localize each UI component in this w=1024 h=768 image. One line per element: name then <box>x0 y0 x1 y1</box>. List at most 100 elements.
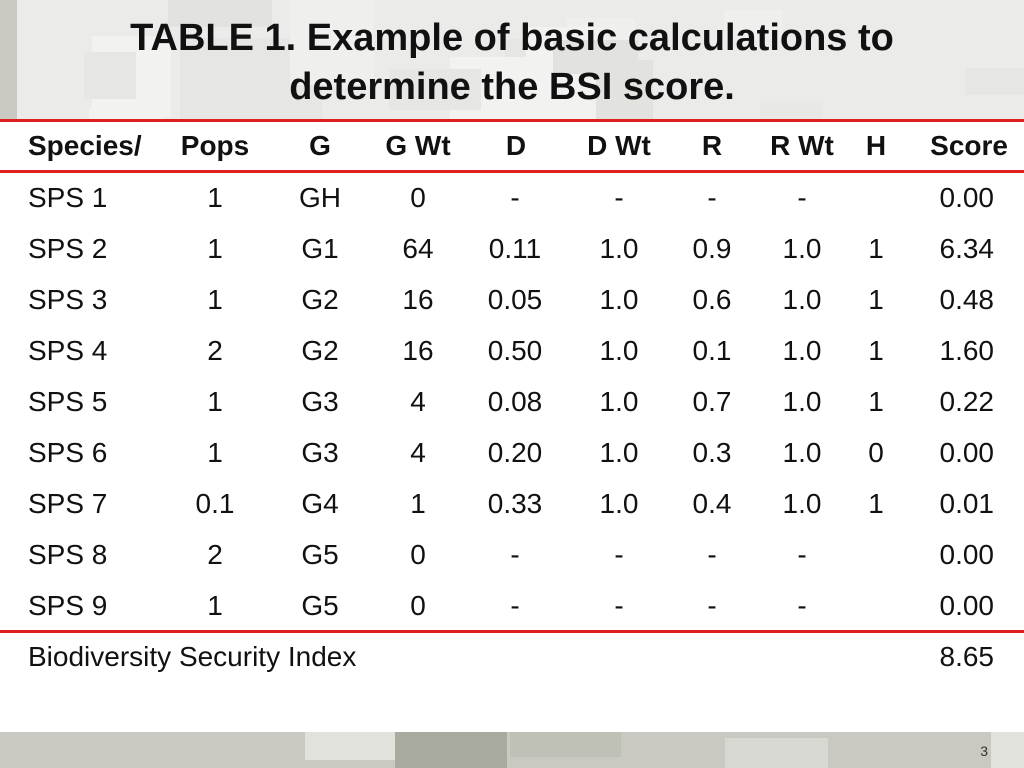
cell-g-wt: 64 <box>402 233 434 264</box>
cell-pops: 1 <box>207 590 223 621</box>
header-d: D <box>505 130 527 161</box>
cell-r-wt: 1.0 <box>782 284 822 315</box>
cell-r: - <box>707 590 717 621</box>
cell-g-wt: 0 <box>410 182 426 213</box>
cell-r-wt: 1.0 <box>782 233 822 264</box>
cell-pops: 1 <box>207 233 223 264</box>
cell-h: 1 <box>868 284 884 315</box>
table-row: SPS 8 2 G5 0 - - - - 0.00 <box>0 529 1024 580</box>
cell-score: 0.00 <box>939 590 995 621</box>
cell-d-wt: 1.0 <box>599 437 639 468</box>
cell-species: SPS 3 <box>28 284 108 315</box>
header-score: Score <box>930 130 1008 161</box>
title-line-1: TABLE 1. Example of basic calculations t… <box>130 17 894 59</box>
header-g-wt: G Wt <box>385 130 451 161</box>
cell-species: SPS 2 <box>28 233 108 264</box>
cell-r-wt: 1.0 <box>782 488 822 519</box>
cell-g-wt: 16 <box>402 284 434 315</box>
cell-d-wt: - <box>614 182 624 213</box>
bsi-label: Biodiversity Security Index <box>28 641 357 672</box>
cell-g-wt: 0 <box>410 539 426 570</box>
cell-r: 0.4 <box>692 488 732 519</box>
cell-species: SPS 6 <box>28 437 108 468</box>
cell-r-wt: - <box>797 182 807 213</box>
title-line-2: determine the BSI score. <box>289 66 735 108</box>
cell-species: SPS 7 <box>28 488 108 519</box>
cell-d-wt: - <box>614 590 624 621</box>
cell-score: 0.00 <box>939 539 995 570</box>
cell-h: 1 <box>868 488 884 519</box>
cell-g-wt: 4 <box>410 386 426 417</box>
header-r-wt: R Wt <box>770 130 834 161</box>
cell-d: - <box>510 182 520 213</box>
header-d-wt: D Wt <box>587 130 651 161</box>
cell-score: 0.48 <box>939 284 995 315</box>
cell-d: 0.11 <box>488 233 542 264</box>
cell-pops: 1 <box>207 284 223 315</box>
table-row: SPS 7 0.1 G4 1 0.33 1.0 0.4 1.0 1 0.01 <box>0 478 1024 529</box>
header-h: H <box>865 130 887 161</box>
cell-species: SPS 4 <box>28 335 108 366</box>
cell-r: 0.9 <box>692 233 732 264</box>
cell-d: 0.05 <box>487 284 543 315</box>
cell-score: 0.22 <box>939 386 995 417</box>
cell-pops: 0.1 <box>195 488 235 519</box>
cell-g: G4 <box>301 488 339 519</box>
cell-g: G1 <box>301 233 339 264</box>
camo-patch <box>725 738 828 768</box>
cell-g-wt: 16 <box>402 335 434 366</box>
cell-species: SPS 1 <box>28 182 108 213</box>
table-row: SPS 1 1 GH 0 - - - - 0.00 <box>0 172 1024 223</box>
cell-r-wt: 1.0 <box>782 386 822 417</box>
cell-score: 1.60 <box>939 335 995 366</box>
cell-r: 0.1 <box>692 335 732 366</box>
cell-g: G3 <box>301 437 339 468</box>
cell-g: GH <box>299 182 341 213</box>
cell-r-wt: 1.0 <box>782 335 822 366</box>
table-row: SPS 6 1 G3 4 0.20 1.0 0.3 1.0 0 0.00 <box>0 427 1024 478</box>
cell-h: 1 <box>868 335 884 366</box>
cell-h: 0 <box>868 437 884 468</box>
table-row: SPS 5 1 G3 4 0.08 1.0 0.7 1.0 1 0.22 <box>0 376 1024 427</box>
header-r: R <box>701 130 723 161</box>
cell-d-wt: 1.0 <box>599 284 639 315</box>
cell-d-wt: 1.0 <box>599 233 639 264</box>
cell-r: - <box>707 539 717 570</box>
cell-pops: 2 <box>207 539 223 570</box>
cell-g: G5 <box>301 590 339 621</box>
cell-g: G2 <box>301 335 339 366</box>
cell-d-wt: - <box>614 539 624 570</box>
header-g: G <box>309 130 331 161</box>
cell-r-wt: - <box>797 539 807 570</box>
cell-r-wt: 1.0 <box>782 437 822 468</box>
cell-g: G2 <box>301 284 339 315</box>
cell-species: SPS 9 <box>28 590 108 621</box>
table-header-row: Species/Pops G G Wt D D Wt R R Wt H Score <box>0 121 1024 172</box>
cell-r: - <box>707 182 717 213</box>
cell-d-wt: 1.0 <box>599 335 639 366</box>
cell-g-wt: 1 <box>410 488 426 519</box>
table-row: SPS 4 2 G2 16 0.50 1.0 0.1 1.0 1 1.60 <box>0 325 1024 376</box>
cell-r: 0.6 <box>692 284 732 315</box>
header-species: Species/ <box>28 130 142 161</box>
table-row: SPS 9 1 G5 0 - - - - 0.00 <box>0 580 1024 631</box>
slide-number: 3 <box>980 743 988 759</box>
cell-pops: 1 <box>207 437 223 468</box>
cell-score: 0.00 <box>939 182 995 213</box>
footer-top-rule <box>0 630 1024 633</box>
cell-g: G3 <box>301 386 339 417</box>
bsi-value: 8.65 <box>939 641 995 672</box>
table-row: SPS 3 1 G2 16 0.05 1.0 0.6 1.0 1 0.48 <box>0 274 1024 325</box>
header-bottom-rule <box>0 170 1024 173</box>
cell-d: 0.08 <box>487 386 543 417</box>
cell-r: 0.7 <box>692 386 732 417</box>
cell-g-wt: 0 <box>410 590 426 621</box>
cell-score: 0.01 <box>939 488 995 519</box>
header-pops: Pops <box>180 130 250 161</box>
cell-d-wt: 1.0 <box>599 488 639 519</box>
cell-h: 1 <box>868 233 884 264</box>
cell-d-wt: 1.0 <box>599 386 639 417</box>
cell-g: G5 <box>301 539 339 570</box>
cell-pops: 1 <box>207 386 223 417</box>
cell-r: 0.3 <box>692 437 732 468</box>
